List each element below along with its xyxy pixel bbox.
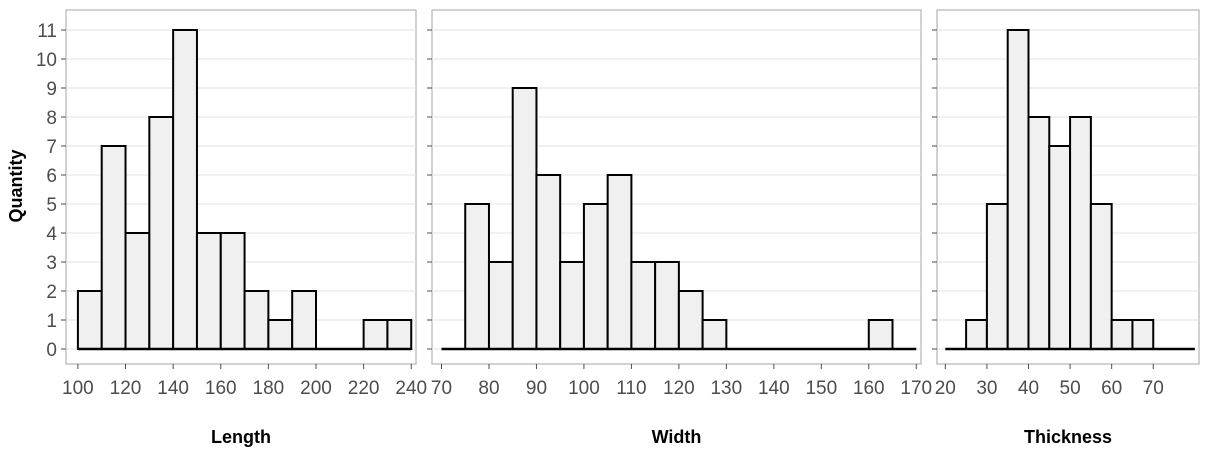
histogram-bar <box>511 87 538 350</box>
y-tick-label: 2 <box>46 282 57 303</box>
y-tick-label: 4 <box>46 224 57 245</box>
x-tick-label: 240 <box>395 378 427 399</box>
x-axis-title: Length <box>211 427 271 447</box>
x-tick-label: 140 <box>758 378 790 399</box>
histogram-bar <box>677 290 704 350</box>
x-tick-label: 70 <box>1143 378 1164 399</box>
histogram-bar <box>386 319 413 350</box>
x-tick-label: 100 <box>62 378 94 399</box>
histogram-bar <box>291 290 318 350</box>
x-tick-label: 40 <box>1018 378 1039 399</box>
histogram-bar <box>1006 29 1030 350</box>
histogram-bar <box>965 319 988 350</box>
x-tick-label: 50 <box>1060 378 1081 399</box>
histogram-bar <box>148 116 175 350</box>
x-tick-label: 60 <box>1101 378 1122 399</box>
panel-length: 0 1 2 3 4 5 6 7 8 9 10 11 100 120 140 160 180 200 220 240 Le… <box>36 9 427 447</box>
histogram-bar <box>606 174 633 350</box>
x-tick-label: 130 <box>710 378 742 399</box>
histogram-bar <box>464 203 490 350</box>
histogram-bar <box>195 232 222 350</box>
x-tick-label: 120 <box>110 378 142 399</box>
x-tick-label: 80 <box>478 378 499 399</box>
histogram-bar <box>100 145 127 350</box>
histogram-bar <box>1110 319 1134 350</box>
y-tick-label: 8 <box>46 108 57 129</box>
x-tick-label: 160 <box>205 378 237 399</box>
histogram-bar <box>267 319 294 350</box>
histogram-bar <box>701 319 728 350</box>
x-tick-label: 20 <box>935 378 956 399</box>
histogram-bar <box>487 261 514 350</box>
y-tick-label: 7 <box>46 137 57 158</box>
panel-thickness: 20 30 40 50 60 70 Thickness <box>932 9 1200 447</box>
x-axis-title: Thickness <box>1024 427 1112 447</box>
histogram-bar <box>1048 145 1072 350</box>
histogram-bar <box>124 232 151 350</box>
histogram-bar <box>535 174 562 350</box>
panel-width: 70 80 90 100 110 120 130 140 150 160 170 Width <box>427 9 932 447</box>
x-tick-label: 160 <box>853 378 885 399</box>
y-tick-label: 5 <box>46 195 57 216</box>
x-tick-label: 70 <box>431 378 452 399</box>
y-tick-label: 9 <box>46 79 57 100</box>
y-tick-label: 0 <box>46 340 57 361</box>
histogram-bar <box>219 232 246 350</box>
x-tick-label: 150 <box>805 378 837 399</box>
histogram-bar <box>1069 116 1092 350</box>
y-tick-label: 10 <box>36 50 57 71</box>
x-tick-label: 220 <box>348 378 380 399</box>
histogram-bar <box>867 319 894 350</box>
histogram-bar <box>985 203 1009 350</box>
histogram-bar <box>243 290 270 350</box>
histogram-bar <box>1027 116 1051 350</box>
x-tick-label: 110 <box>616 378 646 399</box>
y-axis-title: Quantity <box>6 149 26 222</box>
x-tick-label: 180 <box>253 378 285 399</box>
x-axis-title: Width <box>652 427 702 447</box>
y-tick-label: 1 <box>46 311 57 332</box>
x-tick-label: 100 <box>568 378 600 399</box>
y-tick-label: 3 <box>46 253 57 274</box>
x-tick-label: 170 <box>900 378 932 399</box>
y-tick-label: 11 <box>37 21 57 42</box>
x-tick-label: 120 <box>663 378 695 399</box>
histogram-bar <box>559 261 585 350</box>
histogram-bar <box>1089 203 1113 350</box>
x-tick-label: 90 <box>526 378 547 399</box>
x-tick-label: 140 <box>157 378 189 399</box>
histogram-bar <box>654 261 680 350</box>
x-tick-label: 30 <box>976 378 997 399</box>
x-tick-label: 200 <box>300 378 332 399</box>
histogram-bar <box>172 29 198 350</box>
histogram-bar <box>76 290 103 350</box>
histogram-bar <box>1131 319 1155 350</box>
histogram-bar <box>582 203 609 350</box>
y-tick-label: 6 <box>46 166 57 187</box>
histogram-bar <box>630 261 657 350</box>
histogram-bar <box>362 319 389 350</box>
